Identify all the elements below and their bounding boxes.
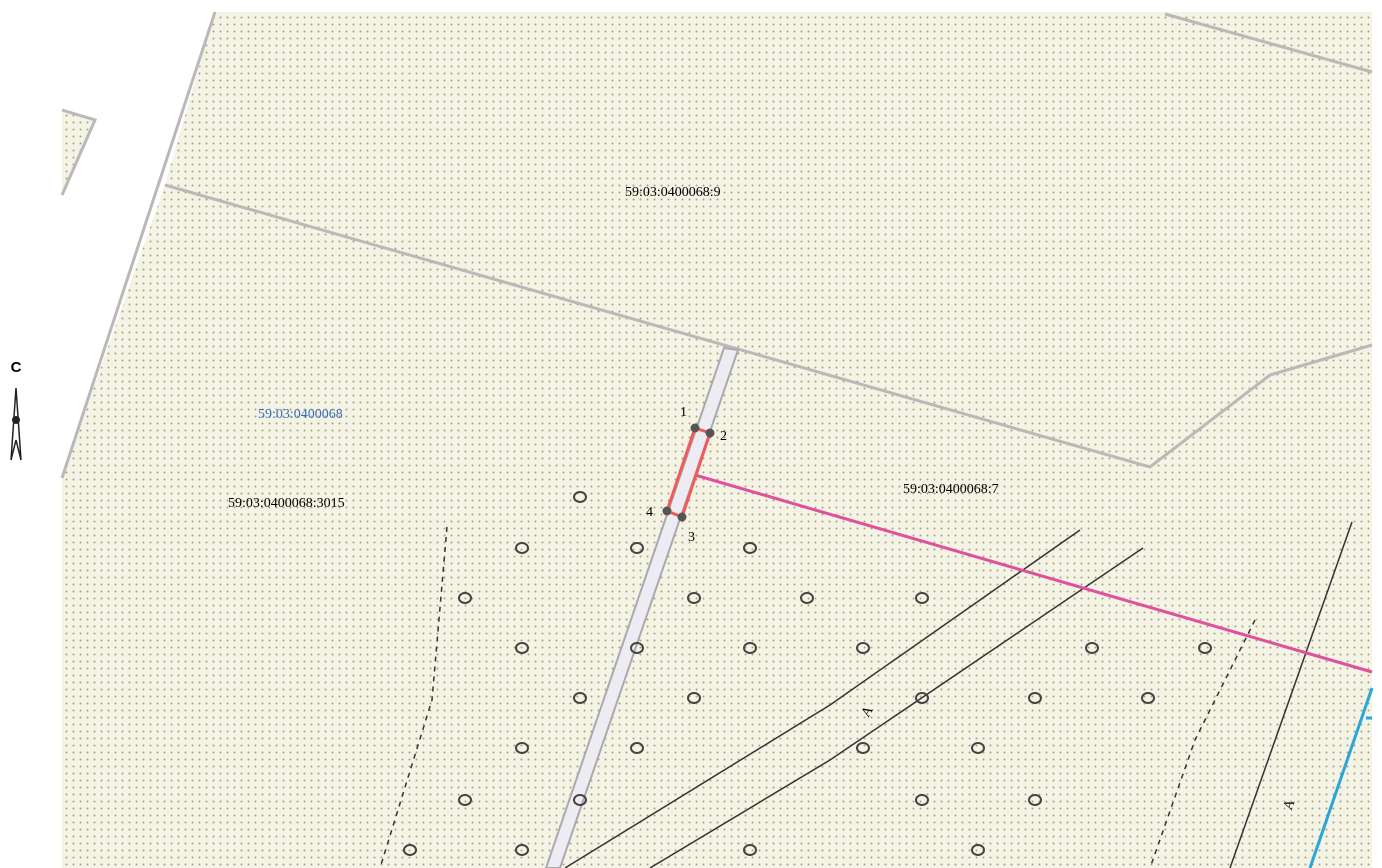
tree [458, 794, 472, 806]
parcel-label: 59:03:0400068:9 [625, 185, 721, 200]
tree [915, 592, 929, 604]
boundaries [60, 11, 1373, 479]
tree [515, 642, 529, 654]
tree [687, 692, 701, 704]
point-label: 4 [646, 505, 653, 520]
point-label: 2 [720, 429, 727, 444]
tree [1198, 642, 1212, 654]
point [705, 428, 715, 438]
tree [915, 692, 929, 704]
survey-points [662, 423, 715, 522]
tree [971, 844, 985, 856]
blue-line [1308, 687, 1374, 868]
tree [515, 542, 529, 554]
parcel-label: 59:03:0400068:3015 [228, 496, 345, 511]
tree [743, 642, 757, 654]
point-label: 3 [688, 530, 695, 545]
point [690, 423, 700, 433]
tree [1141, 692, 1155, 704]
tree [800, 592, 814, 604]
tree [1028, 692, 1042, 704]
tree [856, 642, 870, 654]
tree [915, 794, 929, 806]
tree [971, 742, 985, 754]
trees [403, 491, 1212, 856]
tree [743, 542, 757, 554]
tree [515, 742, 529, 754]
tree [458, 592, 472, 604]
tree [515, 844, 529, 856]
black-lines [379, 521, 1353, 868]
tree [573, 692, 587, 704]
tree [1085, 642, 1099, 654]
parcel-area [62, 12, 1372, 868]
tree [573, 794, 587, 806]
tree [630, 642, 644, 654]
tree [856, 742, 870, 754]
tree [687, 592, 701, 604]
tree [630, 742, 644, 754]
tree [573, 491, 587, 503]
quarter-label: 59:03:0400068 [258, 407, 343, 422]
tree [1028, 794, 1042, 806]
tree [403, 844, 417, 856]
point [677, 512, 687, 522]
north-label: С [11, 359, 22, 376]
tree [743, 844, 757, 856]
north-arrow: С [10, 359, 22, 461]
tree [630, 542, 644, 554]
parcel-label: 59:03:0400068:7 [903, 482, 999, 497]
point [662, 506, 672, 516]
point-label: 1 [680, 405, 687, 420]
pink-line [694, 473, 1373, 674]
road [544, 346, 740, 868]
